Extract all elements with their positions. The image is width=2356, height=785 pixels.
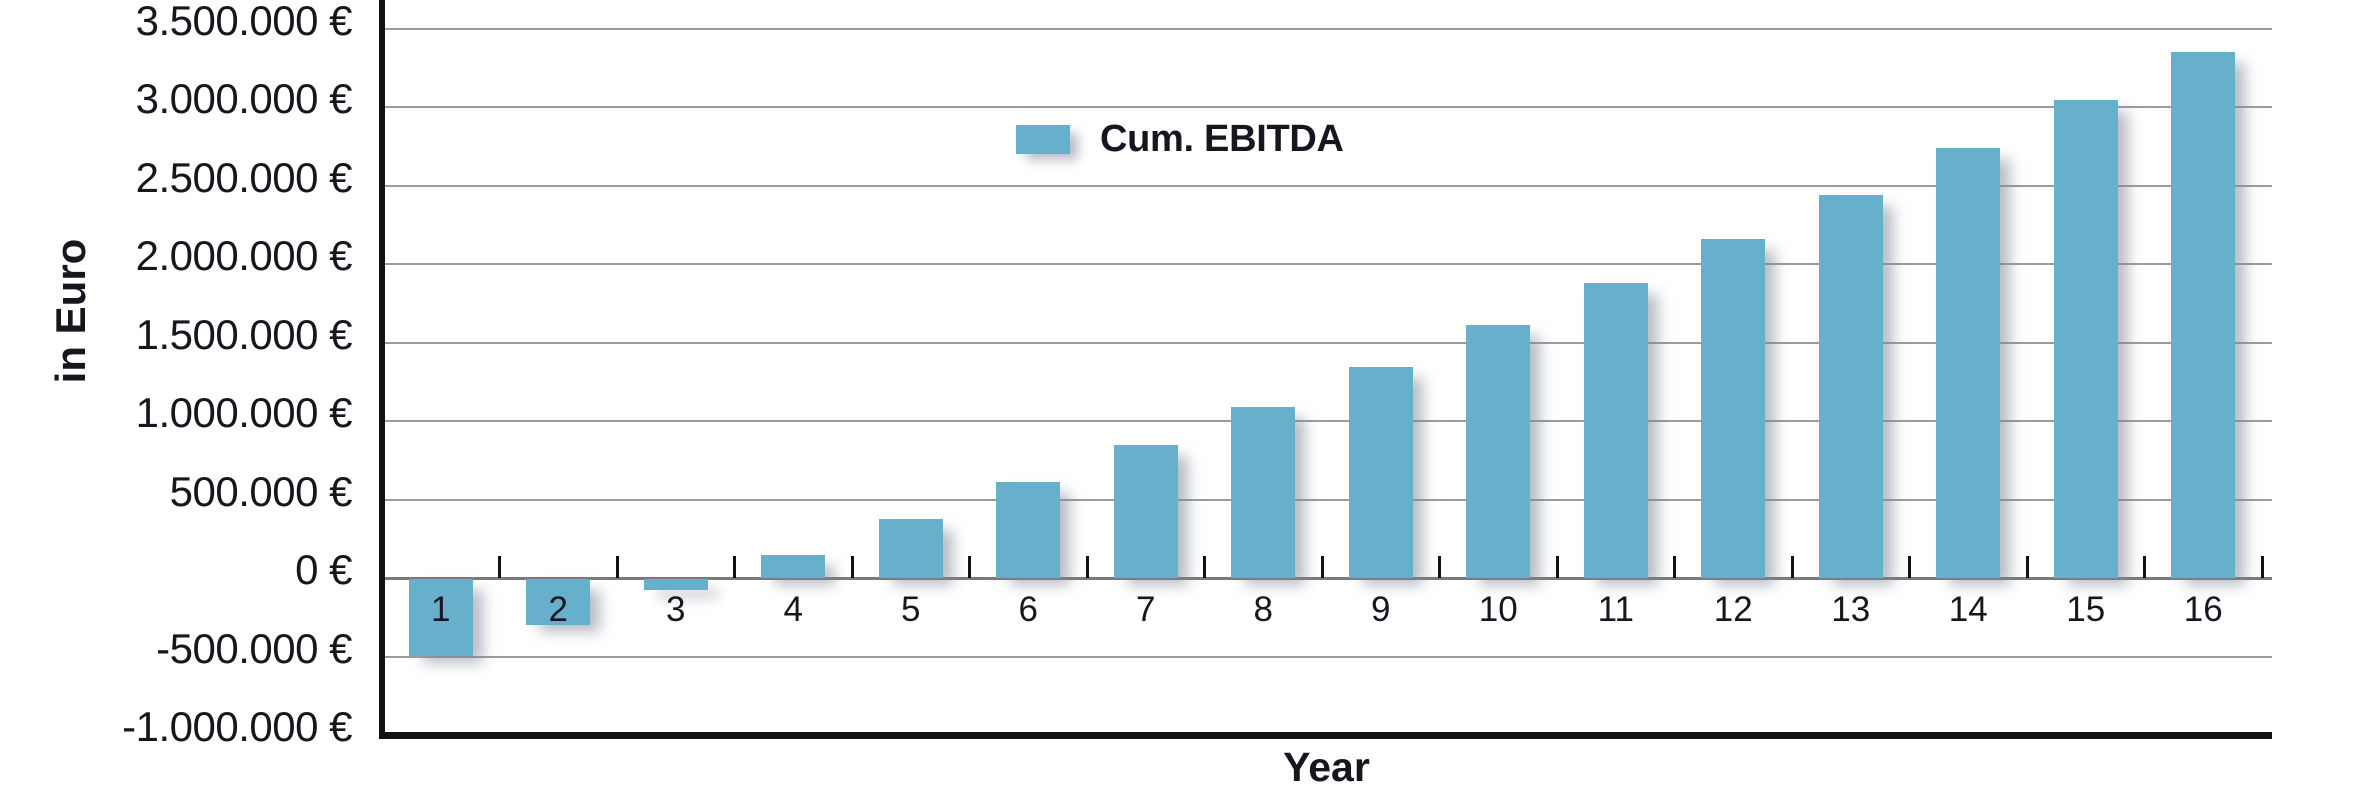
y-tick-label: 2.000.000 € bbox=[135, 232, 353, 279]
x-tick-label: 9 bbox=[1371, 590, 1391, 629]
bar-year-3 bbox=[643, 579, 708, 590]
bar-year-12 bbox=[1701, 238, 1766, 578]
bar-year-5 bbox=[878, 519, 943, 578]
x-tick-label: 11 bbox=[1597, 590, 1634, 629]
bar-year-7 bbox=[1113, 445, 1178, 578]
x-axis-tick bbox=[850, 556, 854, 578]
y-tick-label: 1.000.000 € bbox=[135, 389, 353, 436]
bar-year-14 bbox=[1936, 147, 2001, 578]
y-tick-label: 500.000 € bbox=[169, 467, 353, 515]
bar-year-4 bbox=[761, 555, 826, 578]
gridline bbox=[385, 498, 2272, 501]
bar-year-11 bbox=[1583, 282, 1648, 578]
gridline bbox=[385, 106, 2272, 108]
x-tick-label: 5 bbox=[901, 590, 921, 629]
bar-year-6 bbox=[996, 482, 1061, 578]
gridline bbox=[385, 420, 2272, 422]
x-tick-label: 1 bbox=[431, 590, 451, 629]
x-axis-tick bbox=[1203, 556, 1206, 578]
y-tick-label: 2.500.000 € bbox=[135, 153, 353, 201]
x-axis-tick bbox=[1555, 556, 1559, 578]
legend-label: Cum. EBITDA bbox=[1100, 118, 1344, 160]
x-tick-label: 14 bbox=[1948, 590, 1988, 629]
x-axis-tick bbox=[2260, 556, 2264, 578]
x-tick-label: 16 bbox=[2183, 590, 2223, 629]
x-axis-tick bbox=[2143, 556, 2146, 578]
x-axis-tick bbox=[1908, 556, 1911, 578]
x-tick-label: 2 bbox=[548, 590, 568, 629]
x-axis-tick bbox=[1790, 556, 1794, 578]
legend: Cum. EBITDA bbox=[1016, 118, 1344, 161]
x-tick-label: 7 bbox=[1136, 590, 1156, 629]
zero-gridline bbox=[385, 577, 2272, 580]
x-tick-label: 12 bbox=[1713, 590, 1753, 629]
x-tick-label: 4 bbox=[783, 590, 803, 629]
y-tick-label: -1.000.000 € bbox=[122, 703, 352, 750]
x-axis-tick bbox=[733, 556, 736, 578]
bar-year-16 bbox=[2171, 52, 2236, 578]
y-tick-label: 1.500.000 € bbox=[135, 310, 353, 358]
gridline bbox=[385, 27, 2272, 30]
x-tick-label: 15 bbox=[2066, 590, 2106, 629]
x-axis-tick bbox=[498, 556, 501, 578]
x-axis-tick bbox=[1673, 556, 1676, 578]
bar-year-9 bbox=[1348, 366, 1413, 578]
x-axis-tick bbox=[615, 556, 619, 578]
y-tick-label: 3.500.000 € bbox=[135, 0, 353, 44]
bar-year-10 bbox=[1466, 325, 1531, 578]
y-axis-line bbox=[379, 0, 385, 739]
x-axis-tick bbox=[1320, 556, 1324, 578]
y-tick-label: 3.000.000 € bbox=[135, 75, 353, 122]
gridline bbox=[385, 263, 2272, 265]
x-axis-tick bbox=[1085, 556, 1089, 578]
legend-swatch-icon bbox=[1016, 125, 1070, 154]
x-tick-label: 10 bbox=[1478, 590, 1518, 629]
x-axis-tick bbox=[968, 556, 971, 578]
x-tick-label: 13 bbox=[1831, 590, 1871, 629]
gridline bbox=[385, 184, 2272, 187]
bar-year-13 bbox=[1818, 194, 1883, 578]
x-axis-line bbox=[379, 732, 2272, 739]
x-axis-tick bbox=[2025, 556, 2029, 578]
y-axis-title: in Euro bbox=[47, 238, 94, 384]
y-tick-label: 0 € bbox=[295, 546, 352, 593]
y-tick-label: -500.000 € bbox=[156, 624, 352, 672]
x-tick-label: 8 bbox=[1253, 590, 1273, 629]
bar-year-8 bbox=[1231, 406, 1296, 578]
bar-year-1 bbox=[408, 579, 473, 656]
bar-year-15 bbox=[2053, 99, 2118, 578]
x-axis-title: Year bbox=[1283, 744, 1370, 785]
gridline bbox=[385, 655, 2272, 658]
bar-year-2 bbox=[526, 579, 591, 625]
x-axis-tick bbox=[1438, 556, 1441, 578]
x-tick-label: 6 bbox=[1018, 590, 1038, 629]
gridline bbox=[385, 341, 2272, 344]
x-tick-label: 3 bbox=[666, 590, 686, 629]
